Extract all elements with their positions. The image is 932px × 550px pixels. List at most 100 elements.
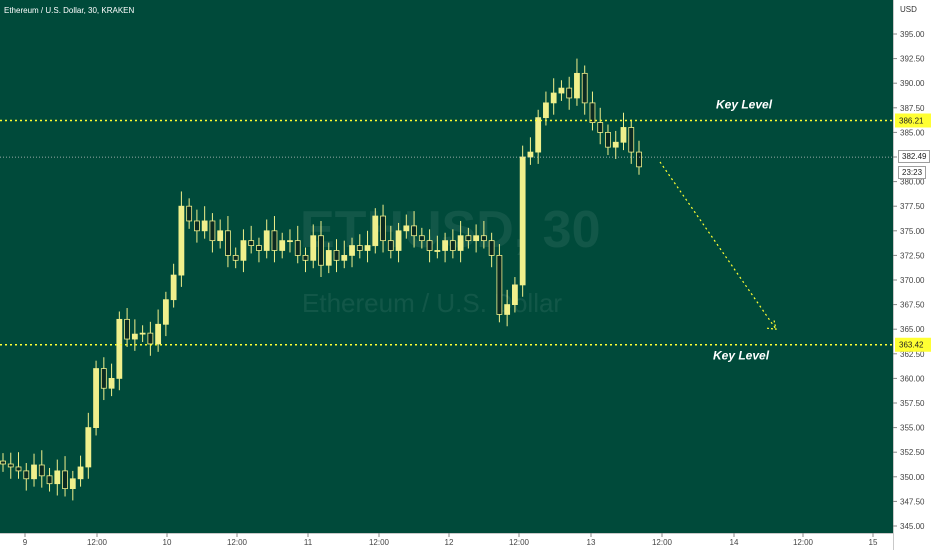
candle-body	[442, 240, 448, 251]
candle-body	[504, 304, 511, 315]
candle-body	[426, 240, 433, 251]
candle-body	[465, 235, 472, 242]
candle-body	[170, 274, 177, 301]
candle-body	[209, 220, 216, 242]
price-tick-label: 372.50	[900, 251, 925, 260]
candle-body	[108, 377, 115, 389]
candle-body	[395, 230, 402, 251]
candle-body	[535, 117, 542, 153]
price-tick-label: 352.50	[900, 448, 925, 457]
candle-body	[411, 225, 417, 237]
candle-body	[636, 151, 642, 168]
candle-body	[457, 235, 464, 251]
candle-body	[403, 225, 410, 232]
currency-selector[interactable]: USD	[900, 5, 917, 14]
candle-body	[54, 470, 61, 485]
candle-body	[310, 235, 317, 261]
time-tick-label: 12:00	[369, 538, 390, 547]
candle-body	[349, 245, 355, 256]
price-tick-label: 375.00	[900, 227, 925, 236]
candle-body	[256, 245, 262, 251]
candle-body	[449, 240, 456, 251]
candle-body	[155, 323, 162, 345]
time-tick-label: 12:00	[652, 538, 673, 547]
candle-body	[605, 131, 611, 148]
price-tick-label: 395.00	[900, 30, 925, 39]
price-tick-label: 370.00	[900, 276, 925, 285]
price-tick-label: 355.00	[900, 424, 925, 433]
time-tick-label: 9	[23, 538, 28, 547]
plot-area[interactable]	[0, 0, 893, 533]
candle-body	[333, 250, 340, 261]
candle-body	[240, 240, 247, 261]
candle-body	[372, 215, 379, 246]
projection-arrow-line	[659, 161, 777, 330]
candle-body	[341, 254, 348, 261]
candle-body	[263, 230, 270, 251]
price-tick-label: 392.50	[900, 55, 925, 64]
key-level-price-label: 386.21	[899, 116, 924, 125]
price-tick-label: 390.00	[900, 79, 925, 88]
candle-body	[496, 254, 503, 315]
projection-arrow-head	[766, 320, 777, 330]
candle-body	[100, 368, 107, 389]
time-tick-label: 12:00	[227, 538, 248, 547]
candle-body	[62, 470, 68, 490]
countdown-label: 23:23	[898, 166, 927, 179]
candle-body	[116, 318, 123, 379]
candle-body	[597, 122, 604, 133]
candle-body	[589, 102, 596, 123]
candle-body	[178, 205, 185, 276]
candle-body	[93, 368, 99, 428]
price-axis[interactable]	[893, 0, 932, 550]
candle-body	[325, 250, 332, 266]
candle-body	[131, 333, 138, 340]
candle-body	[217, 230, 224, 242]
candle-body	[387, 240, 394, 251]
candle-body	[302, 254, 309, 261]
candle-body	[380, 215, 386, 242]
candle-body	[186, 205, 193, 222]
candle-body	[480, 235, 487, 242]
candle-body	[612, 141, 619, 148]
time-axis[interactable]	[0, 533, 893, 550]
candle-body	[85, 427, 92, 468]
candle-body	[558, 87, 565, 94]
candle-body	[77, 466, 84, 480]
candle-body	[620, 127, 627, 143]
candle-body	[527, 151, 534, 158]
price-tick-label: 362.50	[900, 350, 925, 359]
candle-body	[124, 318, 130, 340]
time-tick-label: 10	[163, 538, 172, 547]
price-tick-label: 367.50	[900, 301, 925, 310]
time-tick-label: 12:00	[509, 538, 530, 547]
key-level-upper-label: Key Level	[716, 97, 773, 111]
candle-body	[318, 235, 324, 266]
candle-body	[38, 464, 45, 477]
key-level-price-label: 363.42	[899, 341, 924, 350]
time-tick-label: 13	[587, 538, 596, 547]
price-tick-label: 360.00	[900, 374, 925, 383]
candle-body	[543, 102, 549, 119]
candle-body	[271, 230, 278, 251]
candle-body	[628, 127, 635, 153]
candle-body	[364, 245, 371, 251]
candle-body	[0, 460, 6, 465]
current-price-label: 382.49	[898, 150, 931, 163]
chart-title: Ethereum / U.S. Dollar, 30, KRAKEN	[4, 6, 135, 15]
candle-body	[566, 87, 573, 99]
price-tick-label: 347.50	[900, 497, 925, 506]
key-level-lower-label: Key Level	[713, 349, 770, 363]
watermark-name: Ethereum / U.S. Dollar	[302, 288, 563, 318]
candle-body	[46, 475, 53, 485]
candle-body	[473, 235, 480, 242]
candle-body	[434, 250, 441, 252]
price-tick-label: 365.00	[900, 325, 925, 334]
price-tick-label: 380.00	[900, 178, 925, 187]
time-tick-label: 12	[445, 538, 454, 547]
candle-body	[201, 220, 208, 232]
candle-body	[248, 240, 255, 246]
candle-body	[139, 332, 146, 335]
